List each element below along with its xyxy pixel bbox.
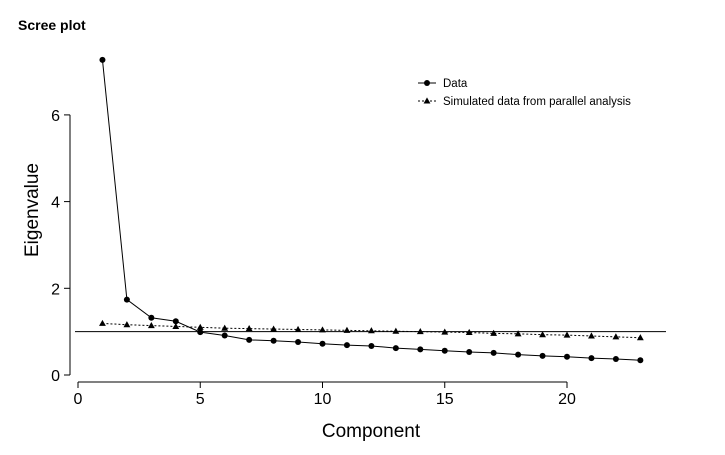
data-point [343, 342, 350, 349]
data-point [295, 339, 302, 346]
simulated-point [221, 324, 229, 331]
simulated-point [294, 325, 302, 333]
data-point [148, 314, 155, 321]
simulated-point [343, 326, 351, 333]
data-point [99, 56, 106, 63]
data-point [588, 355, 595, 362]
simulated-point [392, 327, 400, 334]
simulated-point [367, 327, 375, 334]
y-axis-title: Eigenvalue [22, 163, 43, 257]
simulated-point [319, 326, 326, 333]
x-tick-label: 15 [436, 391, 454, 408]
plot-area [75, 56, 666, 364]
y-tick-label: 0 [51, 368, 60, 385]
data-point [490, 349, 497, 356]
legend-label-data: Data [443, 78, 468, 90]
data-point [539, 352, 546, 359]
simulated-point [588, 332, 595, 339]
data-point [197, 329, 204, 336]
legend: Data Simulated data from parallel analysi… [418, 78, 631, 108]
simulated-point [441, 328, 449, 335]
data-point [417, 346, 424, 353]
simulated-point [172, 322, 180, 329]
simulated-point [636, 334, 644, 341]
simulated-point [612, 333, 620, 340]
legend-triangle-marker [423, 97, 431, 104]
y-tick-label: 6 [51, 108, 60, 125]
simulated-point [123, 321, 131, 328]
data-point [441, 347, 448, 354]
data-point [319, 340, 326, 347]
simulated-point [99, 319, 106, 326]
simulated-point [563, 331, 571, 338]
simulated-point [416, 328, 424, 335]
data-point [564, 353, 570, 360]
x-tick-label: 20 [558, 391, 576, 408]
simulated-point [147, 321, 155, 329]
data-point [123, 296, 130, 303]
y-tick-label: 2 [51, 281, 60, 298]
data-point [515, 351, 522, 358]
x-tick-label: 5 [196, 391, 205, 408]
data-point [172, 318, 179, 325]
data-point [246, 336, 253, 343]
data-point [612, 355, 619, 362]
data-point [368, 342, 375, 349]
axes: 0 2 4 6 0 5 10 15 20 Component Eigenvalue [22, 108, 576, 442]
simulated-point [196, 323, 204, 330]
data-point [466, 349, 473, 356]
simulated-point [270, 325, 278, 332]
x-axis-title: Component [322, 421, 421, 442]
simulated-point [245, 325, 253, 332]
data-point [392, 345, 399, 352]
chart-title: Scree plot [18, 17, 86, 33]
simulated-point [514, 330, 522, 337]
legend-label-simulated: Simulated data from parallel analysis [443, 96, 631, 108]
legend-circle-marker [424, 80, 430, 86]
data-point [637, 357, 644, 364]
data-point [270, 337, 277, 344]
simulated-point [490, 329, 498, 336]
x-tick-label: 10 [314, 391, 332, 408]
simulated-point [539, 331, 546, 338]
simulated-point [465, 328, 473, 336]
x-tick-label: 0 [74, 391, 83, 408]
data-point [221, 332, 228, 339]
y-tick-label: 4 [51, 195, 60, 212]
